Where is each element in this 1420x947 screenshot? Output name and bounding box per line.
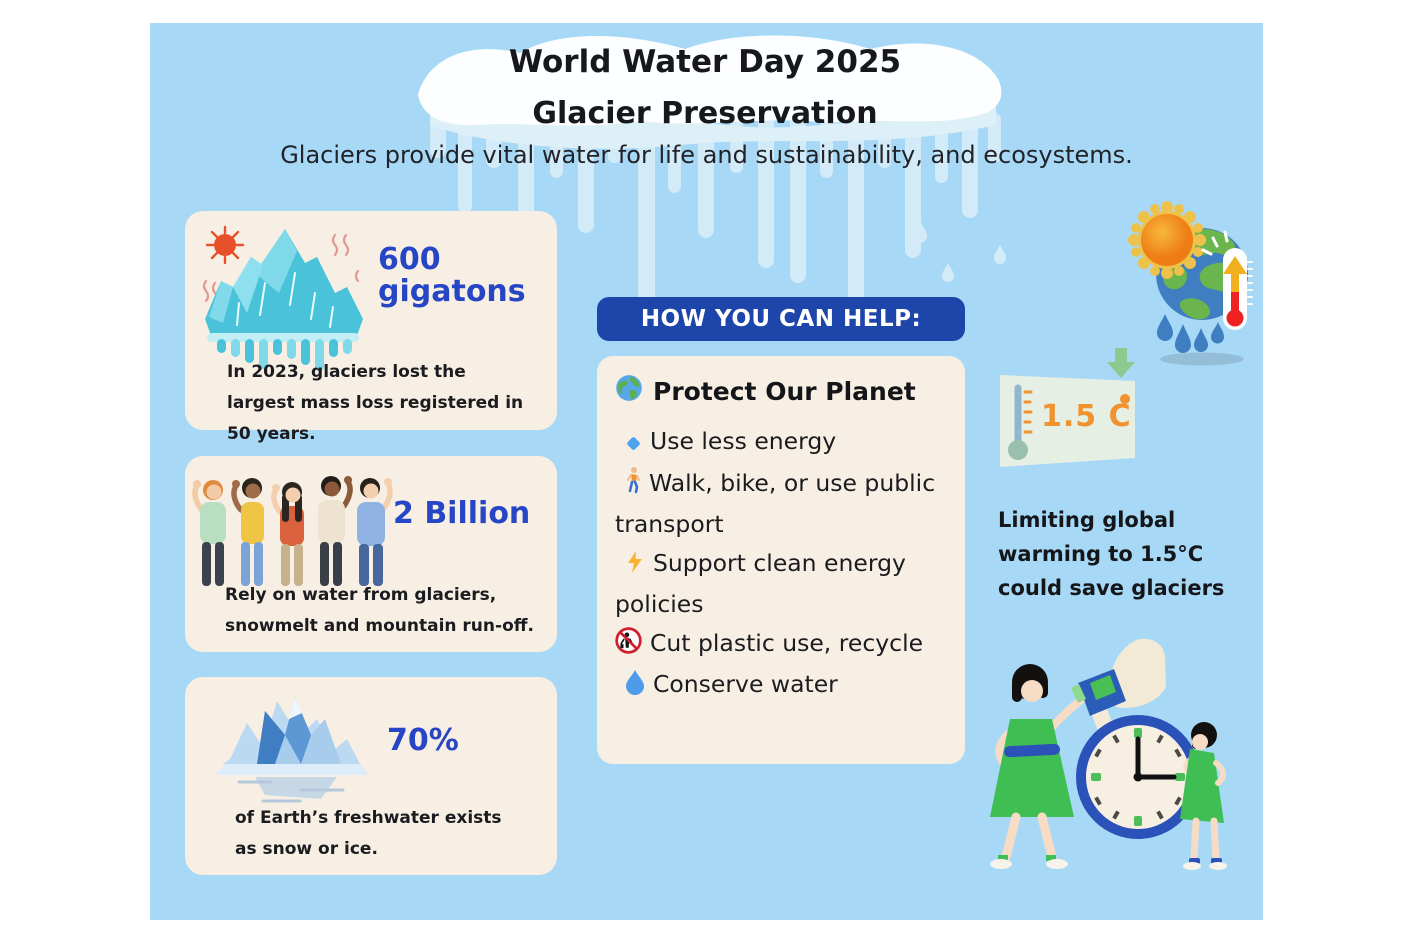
- stat-card-70-percent: 70% of Earth’s freshwater exists as snow…: [185, 677, 557, 875]
- no-littering-icon: [615, 626, 642, 666]
- stat-caption: In 2023, glaciers lost the largest mass …: [227, 362, 524, 444]
- stat-caption: Rely on water from glaciers, snowmelt an…: [225, 585, 534, 636]
- degree-dot: [1120, 394, 1130, 404]
- pedestrian-icon: [625, 466, 641, 506]
- sign-label: 1.5 C: [1041, 399, 1132, 434]
- help-item: Support clean energy policies: [615, 547, 906, 619]
- help-item: Walk, bike, or use public transport: [615, 464, 949, 544]
- temperature-sign: 1.5 C: [997, 368, 1139, 470]
- stat-caption: of Earth’s freshwater exists as snow or …: [235, 808, 502, 859]
- stat-value: 70%: [387, 723, 459, 758]
- help-item: Conserve water: [615, 665, 949, 707]
- blue-iceberg-illustration: [215, 697, 369, 803]
- shadow: [1160, 352, 1244, 366]
- awareness-scene-illustration: [990, 638, 1227, 870]
- earth-icon: [615, 374, 643, 408]
- melting-iceberg-with-sun-illustration: [202, 225, 363, 371]
- stat-card-2-billion: 2 Billion Rely on water from glaciers, s…: [185, 456, 557, 652]
- page-title: World Water Day 2025: [508, 44, 902, 80]
- help-card: Protect Our Planet Use less energy Walk,…: [597, 356, 965, 764]
- droplet-icon: [625, 668, 645, 707]
- page-tagline: Glaciers provide vital water for life an…: [280, 141, 1133, 169]
- stat-value: 600 gigatons: [378, 242, 526, 310]
- down-arrow-icon: [1107, 348, 1135, 378]
- help-item-list: Use less energy Walk, bike, or use publi…: [615, 422, 949, 707]
- warming-message: Limiting global warming to 1.5°C could s…: [998, 508, 1225, 600]
- woman-by-clock: [1180, 722, 1227, 870]
- lightning-icon: [625, 547, 645, 586]
- help-header-label: HOW YOU CAN HELP:: [640, 306, 922, 332]
- thermometer-icon: [1008, 384, 1033, 460]
- sun-melting-earth-illustration: [1128, 201, 1253, 366]
- sun-icon: [205, 225, 245, 265]
- diamond-icon: [625, 425, 642, 464]
- help-item: Use less energy: [615, 422, 949, 464]
- woman-with-megaphone: [990, 664, 1088, 869]
- stat-value: 2 Billion: [393, 496, 531, 531]
- help-item: Cut plastic use, recycle: [615, 624, 949, 666]
- stat-card-600-gigatons: 600 gigatons In 2023, glaciers lost the …: [185, 211, 557, 444]
- help-heading-row: Protect Our Planet: [615, 374, 916, 408]
- help-header-pill: HOW YOU CAN HELP:: [597, 297, 965, 341]
- five-people-waving-illustration: [192, 476, 393, 586]
- page-subtitle-line: Glacier Preservation: [532, 96, 878, 131]
- thermometer-icon: [1201, 230, 1253, 330]
- clock-icon: [1076, 715, 1200, 839]
- sun: [1128, 201, 1206, 279]
- ice-cap-illustration: [418, 35, 1006, 322]
- help-heading-label: Protect Our Planet: [653, 376, 916, 406]
- megaphone-icon: [1071, 638, 1166, 731]
